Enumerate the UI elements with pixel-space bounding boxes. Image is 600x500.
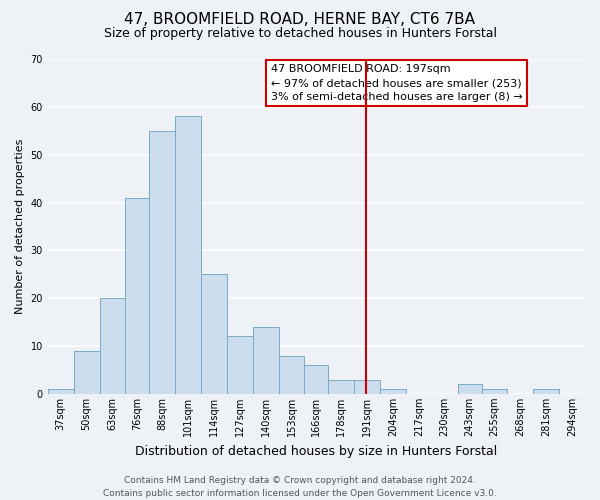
Bar bbox=[149, 131, 175, 394]
Bar bbox=[227, 336, 253, 394]
Bar bbox=[100, 298, 125, 394]
Text: 47 BROOMFIELD ROAD: 197sqm
← 97% of detached houses are smaller (253)
3% of semi: 47 BROOMFIELD ROAD: 197sqm ← 97% of deta… bbox=[271, 64, 523, 102]
Bar bbox=[201, 274, 227, 394]
Bar bbox=[175, 116, 201, 394]
Text: 47, BROOMFIELD ROAD, HERNE BAY, CT6 7BA: 47, BROOMFIELD ROAD, HERNE BAY, CT6 7BA bbox=[125, 12, 476, 28]
Bar bbox=[74, 351, 100, 394]
Bar bbox=[304, 365, 328, 394]
Bar bbox=[278, 356, 304, 394]
Text: Size of property relative to detached houses in Hunters Forstal: Size of property relative to detached ho… bbox=[104, 28, 497, 40]
Y-axis label: Number of detached properties: Number of detached properties bbox=[15, 139, 25, 314]
Bar bbox=[482, 389, 508, 394]
Bar bbox=[458, 384, 482, 394]
Bar bbox=[125, 198, 149, 394]
Bar bbox=[354, 380, 380, 394]
Bar bbox=[48, 389, 74, 394]
Text: Contains HM Land Registry data © Crown copyright and database right 2024.
Contai: Contains HM Land Registry data © Crown c… bbox=[103, 476, 497, 498]
Bar bbox=[533, 389, 559, 394]
Bar bbox=[328, 380, 354, 394]
Bar bbox=[253, 327, 278, 394]
X-axis label: Distribution of detached houses by size in Hunters Forstal: Distribution of detached houses by size … bbox=[135, 444, 497, 458]
Bar bbox=[380, 389, 406, 394]
